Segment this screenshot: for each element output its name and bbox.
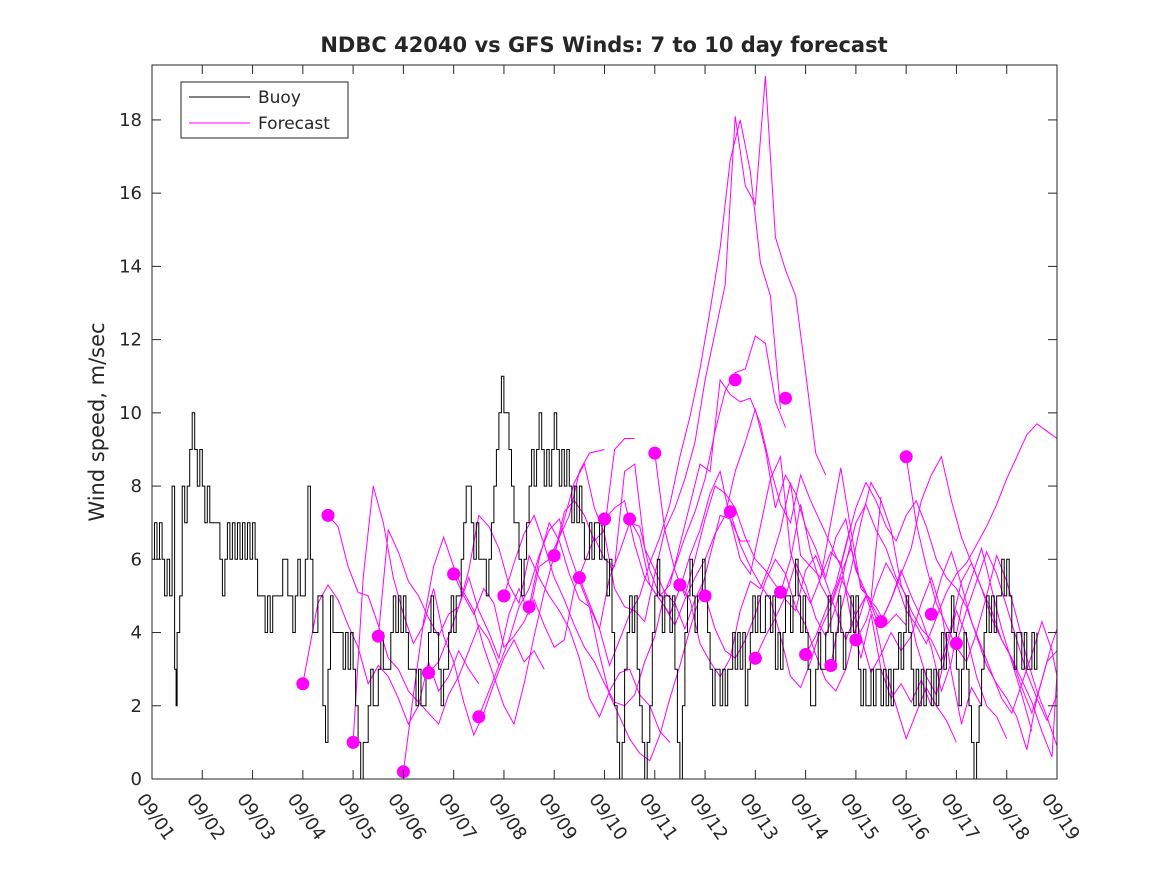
x-tick-label: 09/02 (182, 790, 229, 845)
legend-forecast-label: Forecast (258, 114, 330, 134)
y-tick-label: 10 (119, 403, 142, 424)
y-axis-label: Wind speed, m/sec (85, 322, 109, 521)
plot-frame (151, 64, 1058, 780)
x-tick-label: 09/12 (685, 790, 732, 845)
legend-buoy-label: Buoy (258, 88, 301, 108)
x-tick-label: 09/05 (333, 790, 380, 845)
forecast-start-marker-15 (648, 446, 662, 460)
forecast-start-marker-4 (371, 629, 385, 643)
forecast-start-marker-2 (321, 508, 335, 522)
forecast-start-marker-27 (949, 637, 963, 650)
forecast-start-marker-26 (924, 607, 938, 621)
x-tick-label: 09/16 (886, 790, 933, 845)
forecast-run-line-12 (578, 378, 852, 631)
y-tick-label: 8 (131, 476, 142, 497)
forecast-run-line-5 (402, 438, 635, 772)
forecast-run-line-21 (805, 481, 1057, 750)
legend-box (180, 81, 349, 139)
forecast-start-marker-17 (698, 589, 712, 603)
forecast-start-marker-12 (572, 571, 586, 585)
forecast-start-marker-14 (623, 512, 637, 526)
forecast-run-line-17 (704, 558, 957, 743)
forecast-start-marker-34 (673, 578, 687, 592)
x-tick-label: 09/14 (786, 790, 833, 845)
forecast-start-marker-8 (472, 710, 486, 724)
forecast-start-marker-18 (723, 505, 737, 519)
forecast-run-line-16 (679, 482, 932, 706)
y-tick-label: 0 (131, 769, 142, 790)
y-tick-label: 4 (131, 623, 142, 644)
forecast-start-marker-35 (748, 651, 762, 665)
x-tick-label: 09/13 (735, 790, 782, 845)
data-layer (152, 75, 1057, 779)
x-tick-label: 09/08 (484, 790, 531, 845)
forecast-start-marker-29 (779, 391, 792, 405)
forecast-start-marker-28 (728, 373, 742, 387)
x-tick-label: 09/10 (584, 790, 631, 845)
y-tick-label: 18 (119, 110, 142, 131)
forecast-run-line-19 (754, 503, 1008, 739)
forecast-run-line-10 (528, 119, 781, 668)
x-tick-label: 09/07 (434, 790, 481, 845)
x-tick-label: 09/01 (132, 790, 179, 845)
y-tick-label: 2 (131, 696, 142, 717)
chart-title: NDBC 42040 vs GFS Winds: 7 to 10 day for… (320, 33, 887, 57)
forecast-run-line-25 (905, 456, 1057, 747)
x-tick-label: 09/11 (635, 790, 682, 845)
x-tick-label: 09/18 (987, 790, 1034, 845)
forecast-start-marker-31 (447, 567, 461, 581)
legend: Buoy Forecast (180, 81, 349, 139)
forecast-start-marker-24 (874, 615, 888, 629)
forecast-run-line-23 (855, 423, 1057, 645)
forecast-start-marker-1 (296, 677, 310, 691)
forecast-start-marker-3 (346, 735, 360, 749)
y-tick-label: 12 (119, 330, 142, 351)
forecast-start-marker-30 (422, 666, 435, 680)
y-tick-label: 6 (131, 549, 142, 570)
y-tick-label: 14 (119, 256, 142, 277)
x-tick-label: 09/06 (383, 790, 430, 845)
x-tick-label: 09/17 (936, 790, 983, 845)
forecast-start-marker-32 (497, 589, 511, 603)
x-tick-label: 09/19 (1037, 790, 1084, 845)
y-tick-label: 16 (119, 183, 142, 204)
forecast-start-marker-10 (522, 600, 536, 614)
forecast-run-line-24 (880, 455, 1057, 758)
forecast-run-line-26 (930, 550, 1057, 715)
forecast-start-marker-23 (849, 633, 863, 647)
plot-area (152, 65, 1057, 779)
forecast-run-line-14 (629, 454, 882, 616)
buoy-series-line (152, 375, 1038, 779)
x-tick-label: 09/03 (232, 790, 279, 845)
forecast-start-marker-33 (598, 512, 611, 526)
x-tick-label: 09/09 (534, 790, 581, 845)
forecast-start-marker-25 (899, 450, 913, 464)
forecast-start-marker-11 (547, 549, 561, 563)
forecast-run-line-9 (503, 335, 786, 707)
forecast-run-line-6 (428, 514, 671, 743)
x-tick-label: 09/04 (283, 790, 330, 845)
forecast-start-marker-20 (774, 585, 787, 599)
forecast-start-marker-22 (824, 659, 838, 672)
forecast-run-line-1 (302, 583, 480, 726)
x-tick-label: 09/15 (836, 790, 883, 845)
forecast-run-line-27 (955, 550, 1057, 722)
forecast-start-marker-21 (799, 648, 813, 661)
